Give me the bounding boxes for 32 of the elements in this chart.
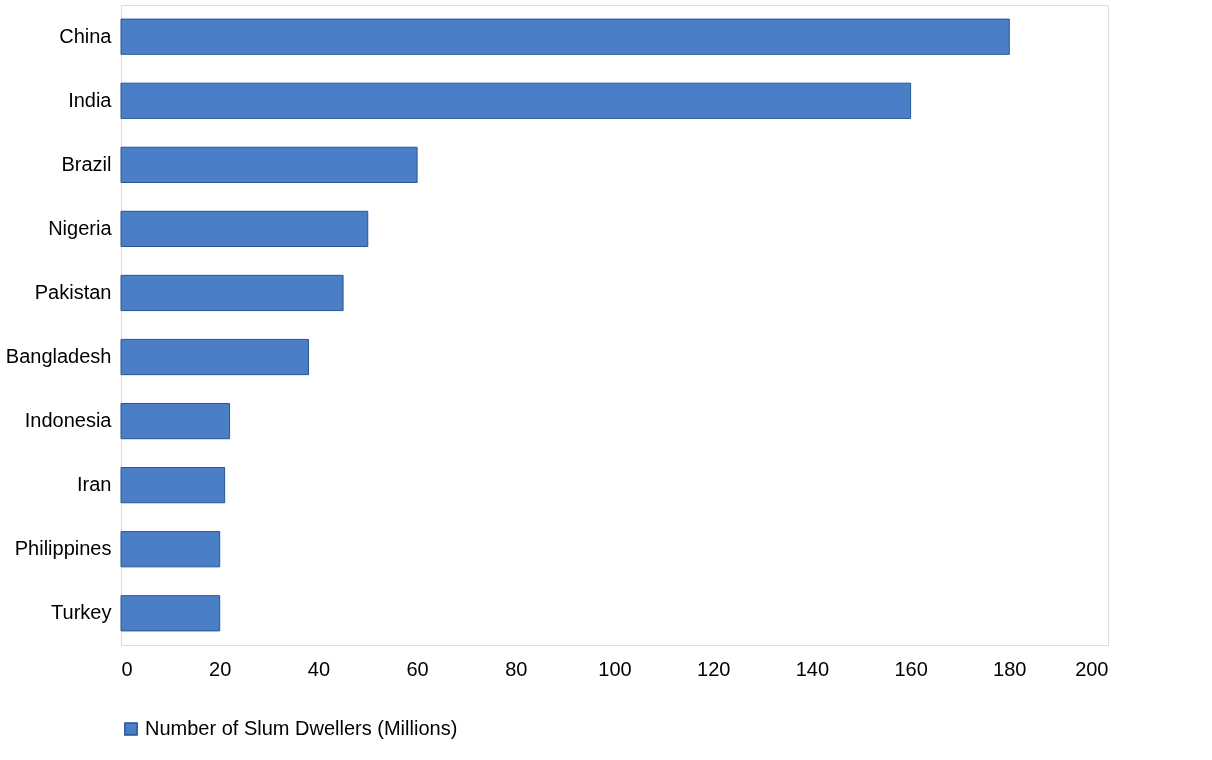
bar <box>120 595 221 632</box>
x-tick-label: 60 <box>406 657 429 680</box>
y-tick-label: Indonesia <box>24 409 113 432</box>
bar <box>120 274 344 312</box>
x-tick-label: 120 <box>697 657 731 680</box>
y-tick-label: China <box>59 24 113 47</box>
bar <box>120 531 221 568</box>
x-tick-label: 20 <box>209 657 232 680</box>
bar <box>120 82 912 119</box>
bar <box>120 402 231 440</box>
y-tick-label: Iran <box>77 473 112 496</box>
y-tick-label: Pakistan <box>34 280 112 303</box>
y-tick-label: Bangladesh <box>5 345 112 368</box>
x-tick-label: 100 <box>598 657 632 680</box>
y-tick-label: Brazil <box>61 152 112 175</box>
y-tick-label: Turkey <box>51 601 112 624</box>
legend-label: Number of Slum Dwellers (Millions) <box>145 717 458 739</box>
y-tick-label: Nigeria <box>48 216 113 239</box>
bar <box>120 210 369 248</box>
y-tick-label: India <box>68 88 113 111</box>
bar <box>120 146 418 183</box>
x-tick-label: 140 <box>795 657 830 680</box>
bar <box>120 338 310 376</box>
x-tick-label: 160 <box>894 657 928 680</box>
bar <box>120 467 226 504</box>
y-tick-label: Philippines <box>14 537 112 560</box>
x-tick-label: 180 <box>993 657 1027 680</box>
x-tick-label: 0 <box>121 657 133 680</box>
x-tick-label: 40 <box>307 657 331 680</box>
bar <box>120 18 1010 55</box>
x-tick-label: 80 <box>505 657 528 680</box>
x-tick-label: 200 <box>1075 657 1109 680</box>
